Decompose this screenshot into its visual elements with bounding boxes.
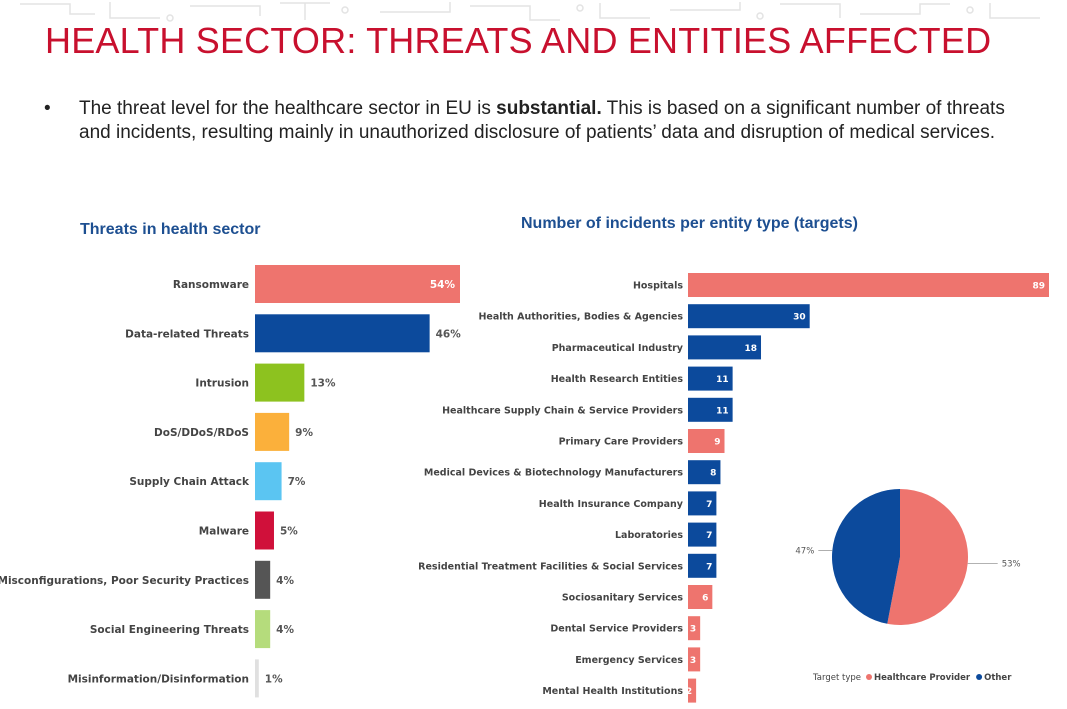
threat-bar-supply-chain-attack	[255, 462, 282, 501]
legend-swatch-other	[976, 674, 983, 680]
threat-category-label-errors-misconfigurations-poor-security-practices: Errors, Misconfigurations, Poor Security…	[0, 575, 249, 587]
entity-bar-primary-care-providers	[688, 429, 725, 453]
threat-category-label-social-engineering-threats: Social Engineering Threats	[90, 624, 249, 636]
threat-category-label-supply-chain-attack: Supply Chain Attack	[129, 476, 250, 488]
entity-bar-mental-health-institutions	[688, 678, 697, 703]
entity-category-label-medical-devices-biotechnology-manufacturers: Medical Devices & Biotechnology Manufact…	[424, 468, 683, 479]
summary-text-end: This is based on a significant number of…	[79, 98, 1005, 143]
legend-label-other: Other	[984, 673, 1012, 683]
target-type-pie-chart: 53% 47% Target type Healthcare Provider Othe…	[795, 489, 1021, 683]
pie-label-healthcare-provider: 53%	[1002, 559, 1021, 569]
entity-bar-hospitals	[688, 273, 1049, 297]
threat-level: substantial.	[496, 98, 602, 119]
bullet-marker: •	[44, 98, 51, 119]
entity-category-label-health-research-entities: Health Research Entities	[551, 374, 684, 385]
threat-value-label-misinformation-disinformation: 1%	[265, 673, 283, 685]
entity-bar-health-authorities-bodies-agencies	[688, 304, 810, 329]
pie-slice-healthcare-provider	[887, 489, 968, 625]
threats-bar-chart: Ransomware 54% Data-related Threats 46% Intr…	[0, 265, 462, 698]
summary-text: The threat level for the healthcare sect…	[79, 97, 1034, 145]
entity-value-label-healthcare-supply-chain-service-providers: 11	[716, 406, 729, 416]
entity-value-label-medical-devices-biotechnology-manufacturers: 8	[710, 469, 716, 479]
threat-bar-dos-ddos-rdos	[255, 412, 290, 451]
entity-category-label-dental-service-providers: Dental Service Providers	[550, 624, 683, 635]
threat-bar-misinformation-disinformation	[255, 659, 259, 698]
entity-bar-sociosanitary-services	[688, 585, 713, 609]
threat-value-label-social-engineering-threats: 4%	[276, 624, 294, 636]
threat-category-label-intrusion: Intrusion	[195, 378, 249, 390]
summary-bullet: • The threat level for the healthcare se…	[44, 97, 1034, 145]
entity-value-label-health-insurance-company: 7	[706, 500, 712, 510]
threat-value-label-intrusion: 13%	[310, 378, 336, 390]
circuit-decoration	[20, 2, 1040, 22]
threat-value-label-ransomware: 54%	[430, 279, 456, 291]
entity-value-label-health-authorities-bodies-agencies: 30	[793, 313, 806, 323]
threat-bar-data-related-threats	[255, 314, 430, 353]
entity-value-label-dental-service-providers: 3	[690, 625, 696, 635]
entity-bar-laboratories	[688, 522, 717, 547]
entity-bar-health-insurance-company	[688, 491, 717, 516]
legend-label-healthcare-provider: Healthcare Provider	[874, 673, 971, 683]
threat-category-label-data-related-threats: Data-related Threats	[125, 328, 249, 340]
entity-value-label-residential-treatment-facilities-social-services: 7	[706, 562, 712, 572]
entity-category-label-pharmaceutical-industry: Pharmaceutical Industry	[552, 343, 684, 354]
entity-bar-health-research-entities	[688, 366, 733, 391]
summary-text-start: The threat level for the healthcare sect…	[79, 98, 497, 119]
entity-value-label-laboratories: 7	[706, 531, 712, 541]
entity-value-label-emergency-services: 3	[690, 656, 696, 666]
page-title: HEALTH SECTOR: THREATS AND ENTITIES AFFE…	[45, 20, 992, 61]
pie-label-other: 47%	[795, 547, 814, 557]
pie-legend-title: Target type	[812, 673, 861, 683]
entity-value-label-health-research-entities: 11	[716, 375, 729, 385]
entity-category-label-healthcare-supply-chain-service-providers: Healthcare Supply Chain & Service Provid…	[442, 405, 683, 416]
entity-bar-dental-service-providers	[688, 616, 701, 641]
threat-value-label-data-related-threats: 46%	[436, 328, 462, 340]
entity-value-label-mental-health-institutions: 2	[686, 687, 692, 697]
legend-swatch-healthcare-provider	[866, 674, 872, 680]
incidents-chart-title: Number of incidents per entity type (tar…	[521, 215, 858, 232]
threat-bar-malware	[255, 511, 274, 550]
entity-category-label-sociosanitary-services: Sociosanitary Services	[562, 593, 683, 604]
threat-bar-ransomware	[255, 265, 460, 303]
threat-category-label-malware: Malware	[199, 526, 249, 538]
threat-category-label-misinformation-disinformation: Misinformation/Disinformation	[68, 673, 249, 685]
entity-category-label-hospitals: Hospitals	[633, 281, 683, 292]
entity-value-label-hospitals: 89	[1032, 282, 1045, 292]
entity-category-label-emergency-services: Emergency Services	[575, 655, 683, 666]
threat-bar-intrusion	[255, 363, 305, 402]
entity-value-label-primary-care-providers: 9	[714, 438, 720, 448]
entity-category-label-health-insurance-company: Health Insurance Company	[539, 499, 684, 510]
entity-value-label-sociosanitary-services: 6	[702, 594, 708, 604]
entity-category-label-mental-health-institutions: Mental Health Institutions	[542, 686, 683, 697]
threat-value-label-dos-ddos-rdos: 9%	[295, 427, 313, 439]
threats-chart-title: Threats in health sector	[80, 221, 261, 238]
threat-bar-errors-misconfigurations-poor-security-practices	[255, 560, 271, 599]
entity-category-label-residential-treatment-facilities-social-services: Residential Treatment Facilities & Socia…	[418, 561, 683, 572]
entity-bar-medical-devices-biotechnology-manufacturers	[688, 460, 721, 485]
threat-bar-social-engineering-threats	[255, 610, 271, 649]
entity-bar-healthcare-supply-chain-service-providers	[688, 397, 733, 422]
entity-category-label-laboratories: Laboratories	[615, 530, 683, 541]
entity-bar-residential-treatment-facilities-social-services	[688, 553, 717, 578]
entity-value-label-pharmaceutical-industry: 18	[744, 344, 757, 354]
pie-slice-other	[831, 489, 900, 624]
threat-value-label-errors-misconfigurations-poor-security-practices: 4%	[276, 575, 294, 587]
entity-bar-emergency-services	[688, 647, 701, 672]
entity-category-label-health-authorities-bodies-agencies: Health Authorities, Bodies & Agencies	[478, 312, 683, 323]
threat-value-label-malware: 5%	[280, 526, 298, 538]
threat-category-label-ransomware: Ransomware	[173, 279, 249, 291]
threat-value-label-supply-chain-attack: 7%	[288, 476, 306, 488]
threat-category-label-dos-ddos-rdos: DoS/DDoS/RDoS	[154, 427, 249, 439]
entity-category-label-primary-care-providers: Primary Care Providers	[559, 437, 684, 448]
entity-bar-pharmaceutical-industry	[688, 335, 762, 360]
